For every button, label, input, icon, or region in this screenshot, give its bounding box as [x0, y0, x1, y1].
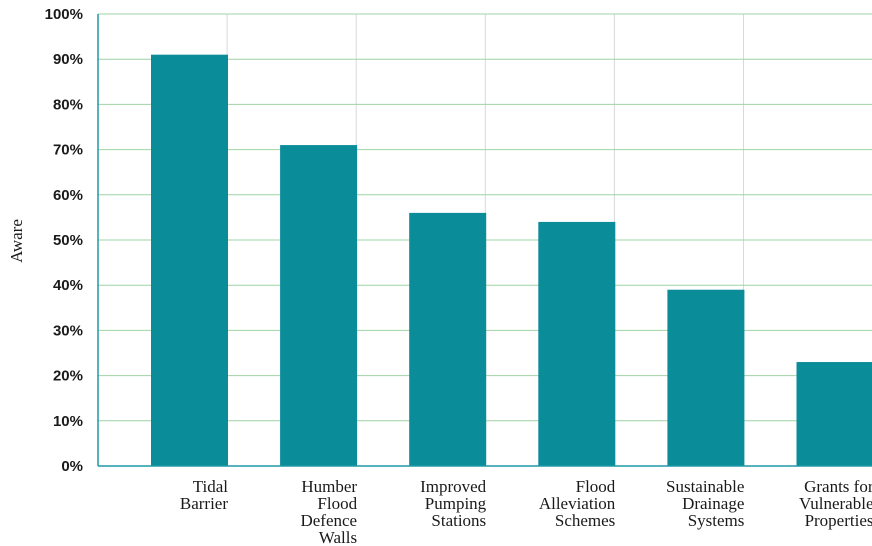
- y-tick-label: 40%: [53, 277, 83, 294]
- x-category-label: Flood Alleviation Schemes: [539, 477, 616, 530]
- bar-4: [538, 221, 616, 466]
- x-category-label-line: Defence: [300, 511, 357, 530]
- y-axis-title: Aware: [7, 219, 26, 263]
- bar-3: [409, 212, 487, 466]
- x-category-label-line: Improved: [420, 477, 487, 496]
- bar-2: [280, 145, 358, 466]
- y-tick-label: 10%: [53, 413, 83, 430]
- x-category-label-line: Vulnerable: [799, 494, 872, 513]
- x-category-label-line: Flood: [317, 494, 357, 513]
- x-category-label: Humber Flood Defence Walls: [300, 477, 357, 546]
- axes: [97, 14, 872, 467]
- x-category-label-line: Schemes: [555, 511, 615, 530]
- x-category-label-line: Walls: [319, 528, 357, 546]
- bar-1: [151, 54, 228, 467]
- y-tick-label: 60%: [53, 187, 83, 204]
- x-category-label: Tidal Barrier: [180, 477, 228, 513]
- x-category-label-line: Sustainable: [666, 477, 744, 496]
- x-category-label-line: Pumping: [425, 494, 487, 513]
- x-category-label-line: Stations: [431, 511, 486, 530]
- y-tick-label: 70%: [53, 142, 83, 159]
- x-category-label-line: Barrier: [180, 494, 228, 513]
- x-category-label: Grants for Vulnerable Properties: [799, 477, 872, 530]
- x-category-label-line: Systems: [688, 511, 745, 530]
- x-category-label: Improved Pumping Stations: [420, 477, 487, 530]
- x-category-label-line: Alleviation: [539, 494, 616, 513]
- y-tick-labels: 0% 10% 20% 30% 40% 50% 60% 70% 80% 90% 100%: [45, 6, 83, 475]
- y-tick-label: 80%: [53, 96, 83, 113]
- x-category-label-line: Drainage: [682, 494, 744, 513]
- bars: [151, 54, 872, 467]
- x-category-label-line: Grants for: [804, 477, 872, 496]
- x-category-label: Sustainable Drainage Systems: [666, 477, 744, 530]
- x-category-label-line: Tidal: [193, 477, 229, 496]
- bar-5: [667, 289, 745, 466]
- y-tick-label: 90%: [53, 51, 83, 68]
- y-tick-label: 50%: [53, 232, 83, 249]
- y-tick-label: 100%: [45, 6, 83, 23]
- y-tick-label: 30%: [53, 322, 83, 339]
- x-category-label-line: Humber: [301, 477, 357, 496]
- x-category-label-line: Flood: [576, 477, 616, 496]
- y-tick-label: 0%: [61, 458, 83, 475]
- bar-6: [796, 362, 872, 466]
- x-category-label-line: Properties: [805, 511, 872, 530]
- y-tick-label: 20%: [53, 368, 83, 385]
